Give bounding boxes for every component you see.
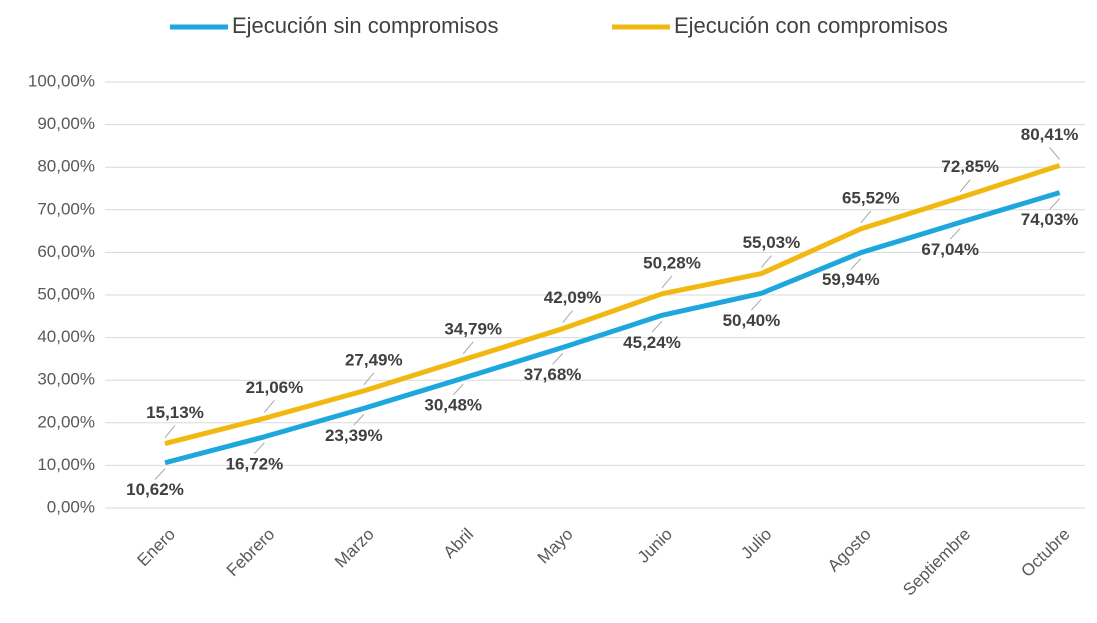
leader-line — [860, 210, 872, 224]
y-tick-label: 0,00% — [47, 497, 95, 516]
data-label: 21,06% — [246, 378, 304, 397]
data-label: 23,39% — [325, 426, 383, 445]
data-label: 65,52% — [842, 188, 900, 207]
data-label: 27,49% — [345, 350, 403, 369]
leader-line — [562, 310, 573, 324]
x-tick-label: Julio — [737, 525, 775, 563]
data-label: 16,72% — [226, 454, 284, 473]
data-label: 34,79% — [444, 319, 502, 338]
x-tick-label: Octubre — [1017, 525, 1073, 581]
leader-line — [949, 228, 961, 240]
leader-line — [1049, 198, 1060, 210]
leader-line — [154, 468, 166, 480]
data-label: 37,68% — [524, 365, 582, 384]
y-tick-label: 100,00% — [28, 71, 95, 90]
data-label: 50,40% — [723, 311, 781, 330]
data-label: 74,03% — [1021, 210, 1079, 229]
leader-line — [363, 372, 375, 386]
x-tick-label: Abril — [440, 525, 477, 562]
data-label: 45,24% — [623, 333, 681, 352]
leader-line — [254, 442, 265, 454]
legend-label: Ejecución sin compromisos — [232, 13, 499, 38]
x-tick-label: Marzo — [331, 525, 378, 572]
leader-line — [959, 179, 971, 192]
y-tick-label: 80,00% — [37, 157, 95, 176]
data-label: 67,04% — [921, 240, 979, 259]
data-label: 80,41% — [1021, 125, 1079, 144]
data-label: 42,09% — [544, 288, 602, 307]
data-label: 15,13% — [146, 403, 204, 422]
leader-line — [353, 414, 365, 426]
data-label: 72,85% — [941, 157, 999, 176]
y-tick-label: 60,00% — [37, 242, 95, 261]
leader-line — [264, 399, 275, 413]
y-tick-label: 50,00% — [37, 284, 95, 303]
x-tick-label: Septiembre — [899, 525, 974, 600]
x-tick-label: Junio — [634, 525, 676, 567]
leader-line — [552, 353, 563, 365]
y-tick-label: 20,00% — [37, 412, 95, 431]
series-line — [164, 190, 1061, 466]
leader-line — [761, 255, 772, 268]
leader-line — [462, 341, 474, 355]
data-label: 59,94% — [822, 270, 880, 289]
leader-line — [1049, 147, 1060, 160]
leader-line — [452, 383, 464, 396]
series-line — [164, 163, 1061, 446]
y-tick-label: 30,00% — [37, 370, 95, 389]
leader-line — [751, 298, 762, 311]
x-tick-label: Enero — [133, 525, 179, 571]
y-tick-label: 90,00% — [37, 114, 95, 133]
data-label: 50,28% — [643, 253, 701, 272]
y-tick-label: 40,00% — [37, 327, 95, 346]
data-label: 30,48% — [424, 396, 482, 415]
y-tick-label: 70,00% — [37, 199, 95, 218]
data-label: 55,03% — [743, 233, 801, 252]
x-tick-label: Febrero — [223, 525, 279, 581]
x-tick-label: Agosto — [824, 525, 875, 576]
leader-line — [164, 425, 176, 438]
y-tick-label: 10,00% — [37, 455, 95, 474]
legend-label: Ejecución con compromisos — [674, 13, 948, 38]
leader-line — [850, 258, 862, 270]
x-tick-label: Mayo — [534, 525, 577, 568]
leader-line — [651, 320, 663, 333]
leader-line — [661, 275, 673, 289]
data-label: 10,62% — [126, 480, 184, 499]
